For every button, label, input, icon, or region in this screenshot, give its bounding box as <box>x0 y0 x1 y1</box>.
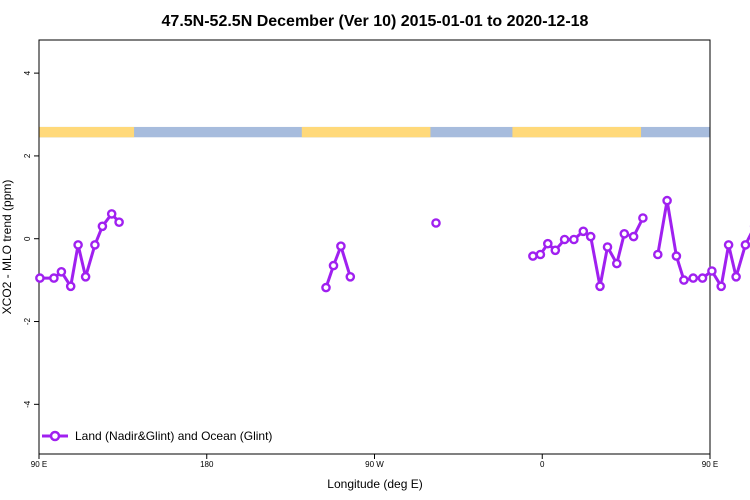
data-point <box>707 266 717 276</box>
data-point <box>528 251 538 261</box>
data-point <box>671 251 682 261</box>
data-point <box>543 238 553 249</box>
y-tick-label: 0 <box>23 236 32 241</box>
data-point <box>431 218 441 228</box>
x-tick-label: 90 E <box>702 460 718 469</box>
data-point <box>731 271 741 282</box>
data-point <box>585 231 596 242</box>
legend-label: Land (Nadir&Glint) and Ocean (Glint) <box>75 429 272 443</box>
data-point <box>80 271 91 282</box>
data-point <box>336 241 346 251</box>
series-line-segment <box>324 244 352 289</box>
data-point <box>716 281 727 292</box>
y-axis-label: XCO2 - MLO trend (ppm) <box>0 180 14 315</box>
data-point <box>638 213 648 223</box>
data-point <box>679 275 689 285</box>
data-point <box>578 226 589 237</box>
x-tick-label: 90 W <box>365 460 384 469</box>
land-band-1 <box>301 126 431 138</box>
x-tick-label: 90 E <box>31 460 47 469</box>
y-tick-label: -2 <box>23 317 32 325</box>
data-point <box>106 209 117 219</box>
data-point <box>535 249 546 260</box>
data-point <box>49 273 59 283</box>
data-point <box>723 240 734 250</box>
y-tick-label: 4 <box>23 70 32 75</box>
data-point <box>550 245 561 256</box>
land-band-0 <box>39 126 135 138</box>
data-point <box>628 231 639 242</box>
x-tick-label: 180 <box>200 460 214 469</box>
data-point <box>97 221 108 232</box>
data-point <box>321 282 331 293</box>
data-point <box>559 234 570 245</box>
data-point <box>569 234 579 245</box>
series-line-segment <box>39 212 121 288</box>
data-point <box>740 240 750 250</box>
land-band-2 <box>512 126 642 138</box>
chart-title: 47.5N-52.5N December (Ver 10) 2015-01-01… <box>162 13 589 30</box>
y-axis: -4 -2 0 2 4 <box>23 70 39 408</box>
x-axis-label: Longitude (deg E) <box>327 477 422 491</box>
data-point <box>619 228 630 239</box>
data-point <box>65 281 76 292</box>
data-point <box>602 242 613 252</box>
data-point <box>345 271 356 282</box>
data-point <box>662 195 672 206</box>
data-point <box>56 266 67 277</box>
y-tick-label: 2 <box>23 153 32 158</box>
x-axis: 90 E 180 90 W 0 90 E <box>31 454 718 469</box>
data-point <box>653 249 663 260</box>
data-point <box>90 240 100 250</box>
data-point <box>114 217 124 227</box>
data-point <box>35 273 45 283</box>
data-point <box>328 260 339 271</box>
x-tick-label: 0 <box>540 460 545 469</box>
series-line-segment <box>532 217 645 288</box>
data-point <box>612 258 622 269</box>
series-layer <box>35 195 750 293</box>
y-tick-label: -4 <box>23 400 32 408</box>
data-point <box>595 281 605 292</box>
data-point <box>697 273 708 283</box>
legend-marker <box>49 430 61 442</box>
legend: Land (Nadir&Glint) and Ocean (Glint) <box>42 429 272 443</box>
data-point <box>688 273 699 283</box>
land-ocean-strip <box>39 126 710 138</box>
data-point <box>73 240 83 250</box>
